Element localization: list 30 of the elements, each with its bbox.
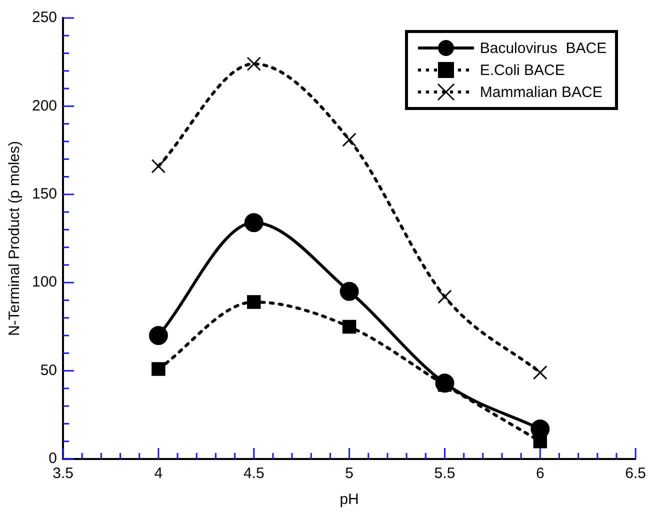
y-tick-label: 0 xyxy=(48,450,58,468)
x-axis-title: pH xyxy=(340,491,359,508)
x-tick-label: 5 xyxy=(345,465,354,482)
x-tick-label: 5.5 xyxy=(434,465,456,482)
point xyxy=(342,320,356,334)
point xyxy=(152,362,166,376)
legend-label: E.Coli BACE xyxy=(480,62,565,78)
point xyxy=(151,159,166,174)
point xyxy=(246,56,261,71)
y-tick-label: 100 xyxy=(32,274,58,291)
y-axis-title: N-Terminal Product (p moles) xyxy=(6,140,24,336)
point xyxy=(340,282,359,301)
y-tick-label: 50 xyxy=(40,362,58,379)
y-tick-label: 200 xyxy=(32,97,58,114)
point xyxy=(148,326,168,346)
x-tick-label: 6.5 xyxy=(625,465,646,482)
x-tick-label: 6 xyxy=(536,465,544,482)
x-tick-label: 4.5 xyxy=(243,465,264,482)
point xyxy=(533,365,548,380)
x-tick-label: 3.5 xyxy=(52,465,74,482)
point xyxy=(244,213,264,232)
legend-label: Baculovirus BACE xyxy=(480,40,607,56)
y-tick-label: 250 xyxy=(32,9,58,26)
x-tick-label: 4 xyxy=(154,465,163,482)
y-tick-label: 150 xyxy=(32,186,58,203)
point xyxy=(342,132,356,147)
point xyxy=(247,295,261,309)
point xyxy=(438,290,452,304)
point xyxy=(435,374,454,393)
legend-label: Mammalian BACE xyxy=(480,84,602,100)
